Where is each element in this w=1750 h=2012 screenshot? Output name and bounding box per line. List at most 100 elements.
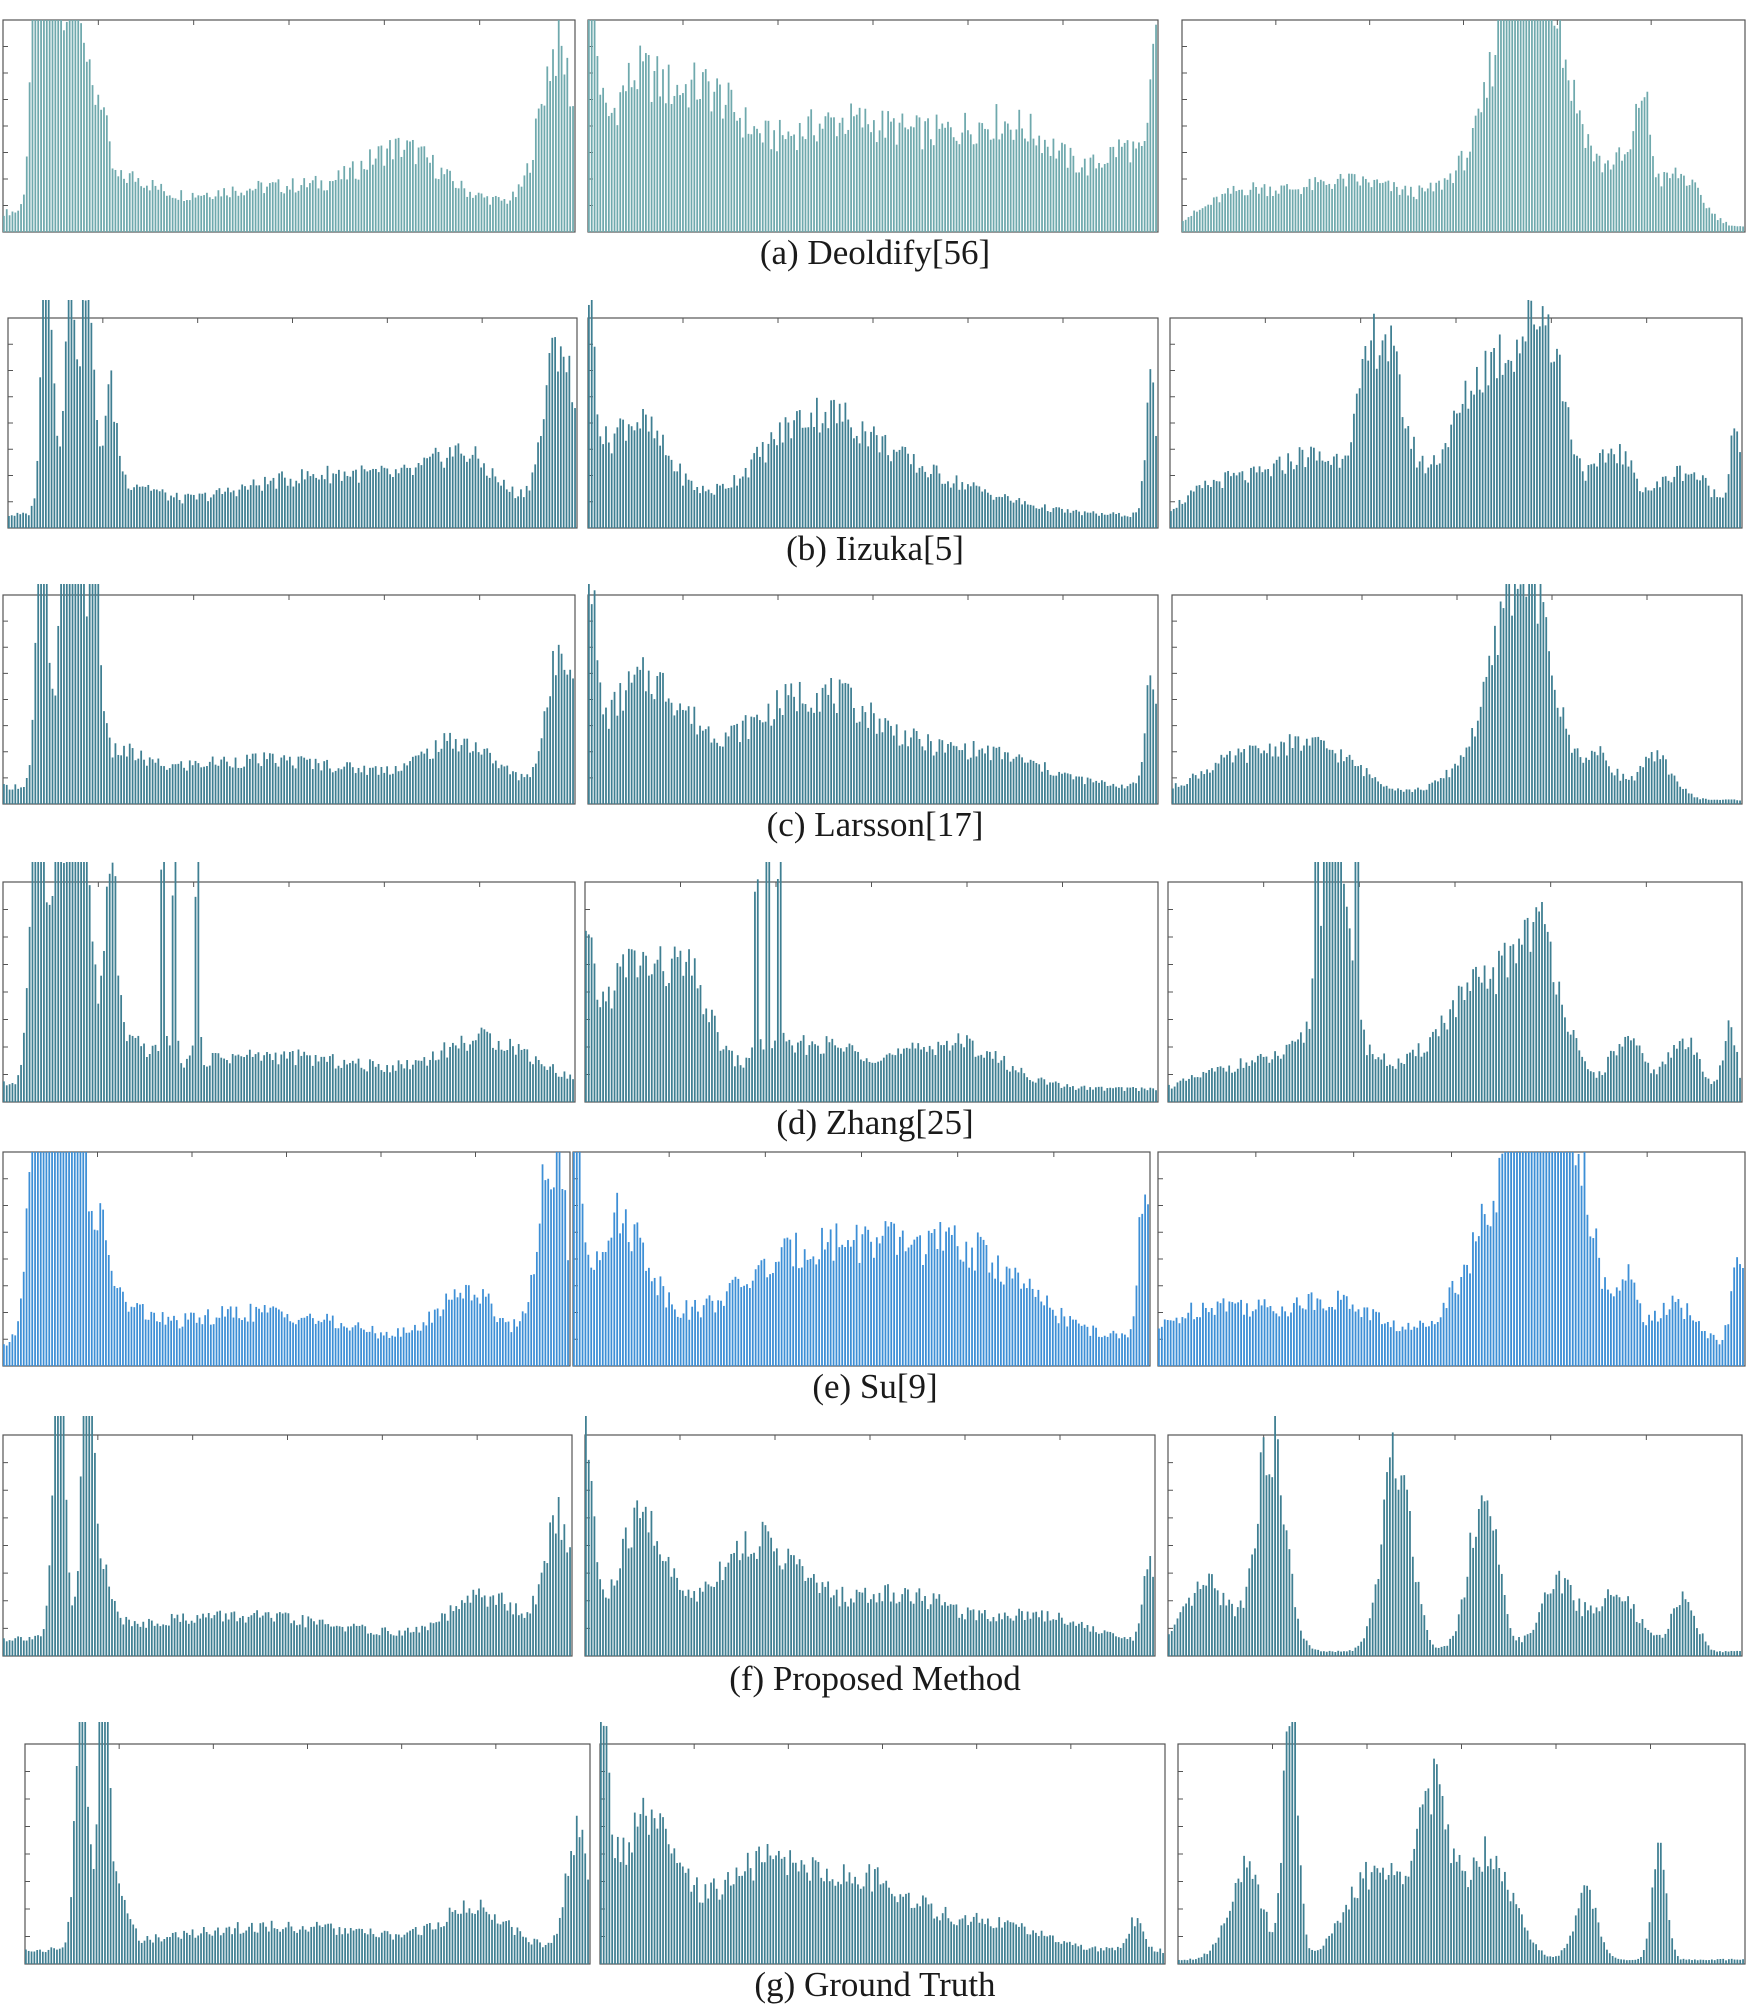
bar (115, 1871, 118, 1964)
bar (605, 707, 607, 804)
bar (950, 1234, 953, 1366)
bar (527, 1942, 530, 1964)
bar (587, 1879, 589, 1964)
bar (214, 196, 217, 232)
bar (251, 1922, 253, 1964)
bar (105, 723, 108, 804)
bar (1370, 187, 1373, 232)
bar (875, 1237, 878, 1366)
bar (751, 1047, 753, 1102)
bar (1595, 153, 1598, 232)
bar (1357, 1645, 1360, 1656)
bar (1187, 217, 1190, 232)
bar (311, 180, 314, 232)
bar (381, 1627, 384, 1656)
bar (679, 463, 681, 528)
bar (1536, 20, 1539, 232)
bar (1187, 1312, 1190, 1366)
bar (1392, 1320, 1395, 1366)
bar (156, 1321, 158, 1366)
bar (1480, 112, 1483, 232)
bar (1674, 1301, 1677, 1366)
bar (930, 1903, 933, 1964)
bar (855, 1589, 858, 1656)
bar (93, 369, 96, 528)
bar (309, 183, 311, 232)
bar (1086, 777, 1089, 804)
bar (1545, 617, 1548, 804)
bar (1670, 773, 1673, 804)
bar (191, 1045, 194, 1102)
bar (707, 489, 710, 528)
bar (1297, 736, 1300, 804)
bar (682, 709, 684, 804)
bar (483, 463, 485, 528)
bar (888, 1053, 891, 1102)
bar (140, 1942, 143, 1964)
bar (1263, 1299, 1266, 1366)
bar (861, 1234, 864, 1366)
bar (58, 1948, 61, 1964)
bar (855, 1224, 858, 1366)
bar (1387, 361, 1390, 528)
bar (1360, 1641, 1363, 1656)
bar (1543, 924, 1546, 1102)
bar (526, 774, 529, 804)
bar (400, 156, 403, 232)
bar (171, 895, 174, 1102)
bar (258, 485, 261, 528)
bar (153, 1312, 156, 1366)
bar (200, 195, 203, 232)
bar (343, 1059, 346, 1102)
bar (1397, 1489, 1400, 1656)
bar (1581, 1616, 1584, 1656)
bar (1112, 1633, 1115, 1656)
bar (171, 764, 174, 804)
bar (747, 133, 750, 232)
bar (710, 111, 713, 232)
bar (656, 56, 659, 233)
bar (636, 1826, 639, 1964)
bar (1648, 1922, 1651, 1964)
bar (605, 1726, 608, 1964)
bar (1095, 780, 1098, 804)
bar (835, 423, 838, 528)
bar (333, 1626, 335, 1656)
bar (1241, 189, 1243, 232)
bar (448, 1299, 450, 1366)
bar (1308, 1645, 1311, 1656)
bar (1659, 1318, 1662, 1366)
bar (1305, 738, 1308, 804)
bar (1441, 449, 1444, 528)
bar (1115, 1087, 1117, 1102)
bar (1628, 1960, 1631, 1964)
bar (1211, 1068, 1213, 1102)
bar (1202, 1584, 1205, 1656)
bar (1501, 1153, 1504, 1366)
bar (1179, 1080, 1182, 1102)
bar (223, 1058, 225, 1102)
bar (725, 1291, 728, 1366)
bar (940, 1045, 943, 1102)
bar (1106, 1088, 1109, 1102)
bar (995, 747, 998, 804)
bar (503, 766, 506, 804)
bar (20, 787, 22, 804)
bar (1121, 1333, 1123, 1366)
bar (847, 419, 850, 528)
bar (540, 738, 543, 804)
bar (1658, 1066, 1661, 1102)
bar (1541, 1603, 1543, 1656)
bar (1024, 501, 1026, 528)
bar (1185, 1603, 1187, 1656)
bar (144, 486, 147, 528)
bar (163, 862, 165, 1102)
bar (498, 1593, 500, 1656)
bar (1330, 464, 1332, 528)
bar (1291, 1040, 1294, 1102)
bar (1457, 1614, 1460, 1656)
bar (915, 115, 918, 232)
bar (1196, 1317, 1198, 1366)
bar (619, 683, 622, 804)
